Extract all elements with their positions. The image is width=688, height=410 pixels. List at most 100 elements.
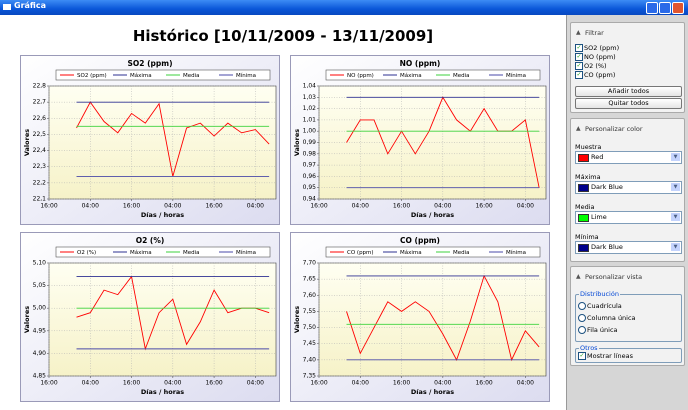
window-title: Gráfica xyxy=(14,1,46,10)
collapse-icon[interactable]: ▲ xyxy=(576,29,581,36)
dropdown-arrow: ▼ xyxy=(671,153,680,161)
x-tick-label: 16:00 xyxy=(475,380,492,387)
button[interactable]: Añadir todos xyxy=(575,86,682,97)
y-tick-label: 1,04 xyxy=(303,83,317,90)
button[interactable]: Quitar todos xyxy=(575,98,682,109)
y-tick-label: 0,98 xyxy=(303,150,317,157)
color-dropdown[interactable]: Lime ▼ xyxy=(575,211,682,224)
color-dropdown[interactable]: Dark Blue ▼ xyxy=(575,241,682,254)
checkbox[interactable]: ✓ NO (ppm) xyxy=(575,53,616,61)
close-button[interactable] xyxy=(672,2,684,14)
field-label: Muestra xyxy=(575,143,602,151)
y-tick-label: 0,97 xyxy=(303,162,317,169)
dropdown-value: Lime xyxy=(591,213,607,221)
legend-label: Media xyxy=(183,250,200,256)
x-tick-label: 16:00 xyxy=(40,380,57,387)
y-tick-label: 22,3 xyxy=(33,163,47,170)
y-tick-label: 0,95 xyxy=(303,184,317,191)
legend-label: O2 (%) xyxy=(77,250,96,256)
legend-label: Mínima xyxy=(236,72,256,79)
maximize-button[interactable] xyxy=(659,2,671,14)
window-icon xyxy=(3,4,11,10)
color-dropdown[interactable]: Dark Blue ▼ xyxy=(575,181,682,194)
x-tick-label: 16:00 xyxy=(205,380,222,387)
chart-title: NO (ppm) xyxy=(400,59,441,68)
dropdown-arrow: ▼ xyxy=(671,183,680,191)
legend-label: NO (ppm) xyxy=(347,73,374,79)
y-tick-label: 7,45 xyxy=(303,340,317,347)
group-box: Distribución Cuadrícula Columna única Fi… xyxy=(575,290,682,342)
legend-label: Máxima xyxy=(130,249,152,256)
x-tick-label: 04:00 xyxy=(352,380,369,387)
y-tick-label: 1,02 xyxy=(303,105,317,112)
checkbox[interactable]: ✓ O2 (%) xyxy=(575,62,607,70)
dropdown-value: Red xyxy=(591,153,604,161)
side-panel: ▲ Filtrar ✓ SO2 (ppm) ✓ NO (ppm) ✓ O2 (%) ✓… xyxy=(566,15,688,410)
chart: SO2 (ppm) SO2 (ppm) Máxima Media Mínima 22,1 2… xyxy=(20,55,280,225)
section-title: Personalizar color xyxy=(585,125,643,133)
radio[interactable]: Cuadrícula xyxy=(578,302,622,310)
collapse-icon[interactable]: ▲ xyxy=(576,125,581,132)
y-tick-label: 5,10 xyxy=(33,260,47,267)
minimize-button[interactable] xyxy=(646,2,658,14)
x-tick-label: 16:00 xyxy=(393,203,410,210)
legend xyxy=(55,246,271,258)
color-section: ▲ Personalizar color Muestra Red ▼ Máxima Da… xyxy=(570,118,685,262)
checkbox[interactable]: ✓ CO (ppm) xyxy=(575,71,616,79)
field-label: Máxima xyxy=(575,173,601,181)
y-axis-label: Valores xyxy=(293,129,301,156)
x-tick-label: 04:00 xyxy=(352,203,369,210)
x-tick-label: 16:00 xyxy=(123,380,140,387)
x-tick-label: 16:00 xyxy=(475,203,492,210)
x-axis-label: Días / horas xyxy=(141,388,184,396)
checkbox[interactable]: ✓ Mostrar líneas xyxy=(578,352,634,360)
dropdown-arrow: ▼ xyxy=(671,243,680,251)
checkbox-label: NO (ppm) xyxy=(584,53,616,61)
y-tick-label: 1,00 xyxy=(303,128,317,135)
checkbox-label: O2 (%) xyxy=(584,62,607,70)
checkbox-label: SO2 (ppm) xyxy=(584,44,620,52)
legend xyxy=(55,69,271,81)
x-tick-label: 16:00 xyxy=(205,203,222,210)
chart: NO (ppm) NO (ppm) Máxima Media Mínima 0,94 0,9… xyxy=(290,55,550,225)
y-tick-label: 22,7 xyxy=(33,99,47,106)
plot-area xyxy=(48,85,277,200)
legend-label: Mínima xyxy=(506,249,526,256)
radio[interactable]: Columna única xyxy=(578,314,636,322)
y-tick-label: 22,1 xyxy=(33,196,47,203)
y-tick-label: 22,2 xyxy=(33,179,47,186)
collapse-icon[interactable]: ▲ xyxy=(576,273,581,280)
chart: O2 (%) O2 (%) Máxima Media Mínima 4,85 4,90 4,9… xyxy=(20,232,280,402)
radio[interactable]: Fila única xyxy=(578,326,618,334)
x-tick-label: 04:00 xyxy=(164,380,181,387)
heading: Histórico [10/11/2009 - 13/11/2009] xyxy=(132,27,434,45)
y-tick-label: 5,05 xyxy=(33,282,47,289)
x-axis-label: Días / horas xyxy=(141,211,184,219)
y-axis-label: Valores xyxy=(23,306,31,333)
y-tick-label: 22,5 xyxy=(33,131,47,138)
legend-label: CO (ppm) xyxy=(347,250,374,256)
legend-label: Media xyxy=(183,73,200,79)
dropdown-value: Dark Blue xyxy=(591,243,623,251)
y-tick-label: 1,01 xyxy=(303,116,317,123)
color-dropdown[interactable]: Red ▼ xyxy=(575,151,682,164)
title-bar: Gráfica xyxy=(0,0,688,15)
plot-area xyxy=(48,262,277,377)
dropdown-value: Dark Blue xyxy=(591,183,623,191)
section-title: Personalizar vista xyxy=(585,273,643,281)
y-axis-label: Valores xyxy=(23,129,31,156)
section-title: Filtrar xyxy=(585,29,604,37)
x-tick-label: 04:00 xyxy=(82,203,99,210)
view-section: ▲ Personalizar vista Distribución Cuadrí… xyxy=(570,266,685,366)
chart: CO (ppm) CO (ppm) Máxima Media Mínima 7,35 7,4… xyxy=(290,232,550,402)
x-axis-label: Días / horas xyxy=(411,211,454,219)
checkbox[interactable]: ✓ SO2 (ppm) xyxy=(575,44,620,52)
x-tick-label: 04:00 xyxy=(164,203,181,210)
y-tick-label: 7,65 xyxy=(303,276,317,283)
y-tick-label: 7,70 xyxy=(303,260,317,267)
x-tick-label: 04:00 xyxy=(434,203,451,210)
y-tick-label: 7,50 xyxy=(303,324,317,331)
legend-label: Máxima xyxy=(400,72,422,79)
x-tick-label: 04:00 xyxy=(517,203,534,210)
